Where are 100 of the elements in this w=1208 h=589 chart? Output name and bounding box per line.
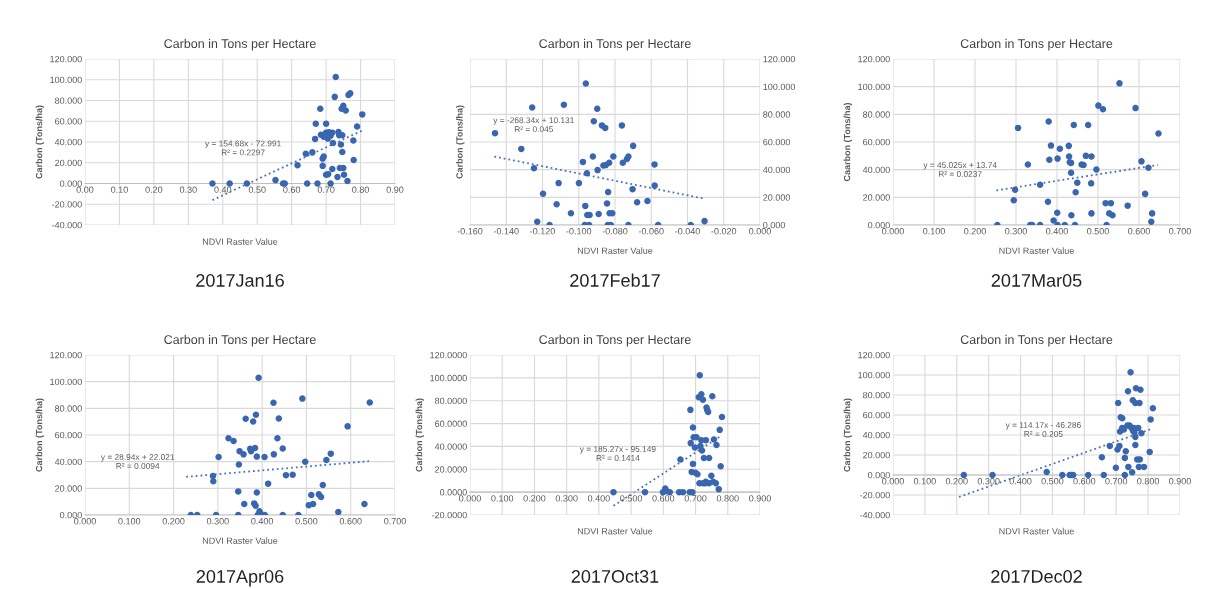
y-tick-label: 120.000 [858,351,890,359]
chart-title: Carbon in Tons per Hectare [539,38,691,51]
x-tick-label: 0.200 [523,495,546,502]
x-tick-label: 0.600 [339,518,362,525]
x-tick-label: 0.200 [945,478,968,485]
y-tick-label: 0.000 [867,471,890,479]
x-tick-label: 0.80 [352,186,369,193]
y-tick-label: 100.000 [50,76,82,84]
y-tick-label: 40.000 [862,166,890,174]
x-tick-label: 0.500 [1041,478,1064,485]
x-axis-title: NDVI Raster Value [999,247,1074,254]
y-tick-label: 60.0000 [435,420,467,427]
y-tick-label: 40.000 [54,458,82,466]
x-tick-label: 0.300 [555,495,578,502]
y-tick-label: 40.000 [862,431,890,439]
x-tick-label: -0.120 [530,228,555,235]
y2-tick-label: 40.000 [762,166,791,174]
x-tick-label: 0.30 [179,186,197,193]
chart-title: Carbon in Tons per Hectare [164,334,316,347]
x-tick-label: 0.400 [1009,478,1032,485]
annotation: y = 114.17x - 46.286 R² = 0.205 [1005,422,1081,437]
y-axis-title: Carbon (Tons/ha) [415,398,425,472]
y2-tick-label: 20.000 [763,194,791,201]
x-tick-label: 0.700 [1169,228,1191,235]
x-tick-label: 0.900 [1169,478,1191,485]
x-tick-label: 0.800 [716,495,739,502]
y-tick-label: 40.000 [54,138,82,146]
x-tick-label: 0.500 [620,495,643,502]
text: 2017Feb17 [570,273,660,287]
y-tick-label: 60.000 [863,138,890,146]
y-tick-label: -20.000 [52,201,82,208]
y-axis-title: Carbon (Tons/ha) [843,398,853,472]
x-tick-label: 0.600 [652,495,675,502]
x-tick-label: 0.400 [251,518,274,525]
x-tick-label: 0.700 [684,495,707,502]
y-tick-label: 100.000 [858,83,890,91]
y-tick-label: 20.000 [863,194,890,201]
y-tick-label: 120.000 [50,55,82,63]
x-tick-label: 0.500 [1087,228,1109,235]
text: 2017Oct31 [571,570,659,583]
y-tick-label: 120.000 [858,55,890,63]
y-tick-label: 80.000 [863,391,890,399]
x-tick-label: 0.20 [145,186,163,193]
x-tick-label: 0.700 [1105,478,1128,485]
y-tick-label: 80.000 [863,111,890,118]
annotation: y = 28.94x + 22.021 R² = 0.0094 [100,454,175,469]
y-tick-label: 80.000 [55,97,82,104]
y-tick-label: 80.000 [55,405,82,412]
y-tick-label: 60.000 [863,411,890,419]
x-tick-label: 0.000 [459,495,481,502]
text: 2017Jan16 [196,274,284,287]
x-tick-label: 0.100 [118,518,141,525]
y-tick-label: 20.000 [55,485,82,492]
annotation: y = 154.68x - 72.991 R² = 0.2297 [205,140,281,156]
y-tick-label: 40.0000 [434,443,467,450]
y-tick-label: 100.0000 [430,374,467,382]
x-tick-label: 0.40 [214,186,232,193]
y-tick-label: 100.000 [858,371,890,379]
y-tick-label: 0.0000 [439,489,467,496]
x-tick-label: 0.000 [882,228,904,235]
chart-title: Carbon in Tons per Hectare [539,334,691,347]
annotation: y = 185.27x - 95.149 R² = 0.1414 [579,446,656,461]
x-tick-label: 0.400 [1046,228,1068,235]
x-tick-label: 0.200 [964,228,986,235]
y2-tick-label: 120.000 [763,55,796,63]
x-tick-label: 0.300 [206,518,229,525]
y-tick-label: 60.000 [55,431,82,439]
x-tick-label: 0.90 [386,186,404,193]
x-tick-label: 0.100 [913,478,936,485]
y-tick-label: 80.0000 [434,397,467,405]
y-tick-label: 60.000 [55,118,82,125]
x-tick-label: 0.100 [923,228,945,235]
x-tick-label: 0.500 [295,518,318,525]
y-tick-label: 20.000 [863,451,890,459]
y-tick-label: 0.000 [59,180,82,187]
text: 2017Mar05 [991,274,1082,287]
x-axis-title: NDVI Raster Value [999,527,1074,535]
chart-title: Carbon in Tons per Hectare [164,38,316,51]
y2-tick-label: 0.000 [763,221,786,229]
x-tick-label: -0.060 [638,228,664,235]
chart-title: Carbon in Tons per Hectare [960,334,1113,347]
y-tick-label: -20.0000 [431,511,467,519]
x-tick-label: 0.900 [749,495,771,502]
x-tick-label: 0.00 [76,186,94,193]
x-tick-label: 0.600 [1128,228,1150,235]
y-tick-label: -40.000 [52,221,82,229]
y-tick-label: 120.000 [50,351,82,359]
y-tick-label: 0.000 [867,221,890,229]
x-tick-label: 0.200 [162,518,185,525]
x-axis-title: NDVI Raster Value [202,238,278,245]
x-tick-label: 0.300 [977,478,1000,485]
x-axis-title: NDVI Raster Value [577,527,653,535]
x-tick-label: -0.160 [457,228,483,235]
x-tick-label: 0.000 [749,228,771,235]
y-tick-label: 20.0000 [435,466,467,473]
y2-tick-label: 60.000 [763,138,791,146]
x-tick-label: 0.300 [1005,228,1027,235]
x-tick-label: 0.000 [882,478,904,485]
y-tick-label: -40.000 [860,511,890,519]
y-tick-label: -20.000 [860,491,890,499]
